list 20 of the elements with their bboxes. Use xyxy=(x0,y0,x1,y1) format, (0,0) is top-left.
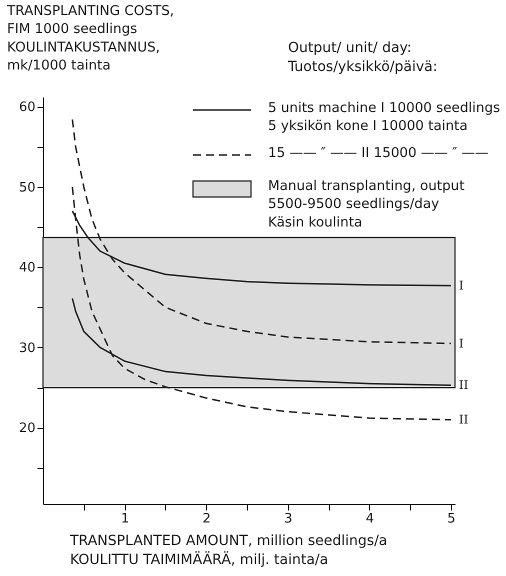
x-tick-label: 5 xyxy=(447,512,456,526)
series-label: I xyxy=(458,336,464,350)
x-tick-label: 1 xyxy=(120,512,130,526)
series-label: II xyxy=(458,378,469,392)
series-label: II xyxy=(458,412,469,427)
legend-label: Manual transplanting, output 5500-9500 seedlings/day Käsin koulinta xyxy=(268,178,464,230)
y-tick-label: 40 xyxy=(18,260,36,276)
x-tick-label: 4 xyxy=(366,512,374,526)
y-axis-title: TRANSPLANTING COSTS, FIM 1000 seedlings KOULINTAKUSTANNUS, mk/1000 tainta xyxy=(6,3,174,74)
legend-title: Output/ unit/ day: Tuotos/yksikkö/päivä: xyxy=(287,40,438,75)
x-axis-title: TRANSPLANTED AMOUNT, million seedlings/a KOULITTU TAIMIMÄÄRÄ, milj. tainta/a xyxy=(69,533,388,568)
y-tick-label: 20 xyxy=(18,421,36,436)
annotation: 5 units machine I 10000 seedlings 5 yksikön kone I 10000 tainta xyxy=(268,100,500,134)
x-tick-label: 2 xyxy=(202,512,211,526)
x-tick-label: 3 xyxy=(284,512,292,526)
annotation: 15 —— ″ —— II 15000 —— ″ —— xyxy=(268,145,489,161)
y-tick-label: 30 xyxy=(18,340,36,356)
y-tick-label: 50 xyxy=(18,180,36,196)
series-label: I xyxy=(458,278,464,293)
y-tick-label: 60 xyxy=(18,100,36,116)
